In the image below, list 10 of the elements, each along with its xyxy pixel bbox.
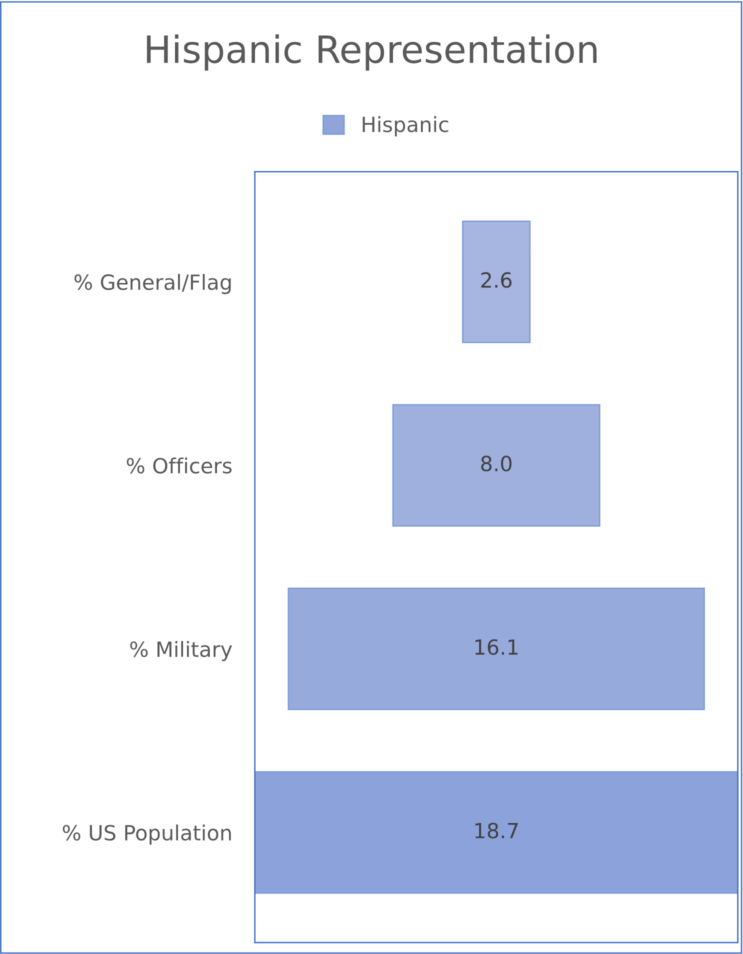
data-label: 18.7 bbox=[475, 822, 518, 838]
data-label: 8.0 bbox=[481, 456, 512, 472]
legend-label: Hispanic bbox=[362, 116, 448, 136]
category-label: % General/Flag bbox=[74, 274, 231, 294]
category-label: % Military bbox=[130, 640, 232, 662]
data-label: 16.1 bbox=[475, 639, 518, 655]
category-label: % US Population bbox=[62, 824, 231, 845]
text: Hispanic Representation bbox=[146, 34, 597, 71]
data-label: 2.6 bbox=[481, 272, 512, 288]
category-label: % Officers bbox=[126, 457, 232, 474]
